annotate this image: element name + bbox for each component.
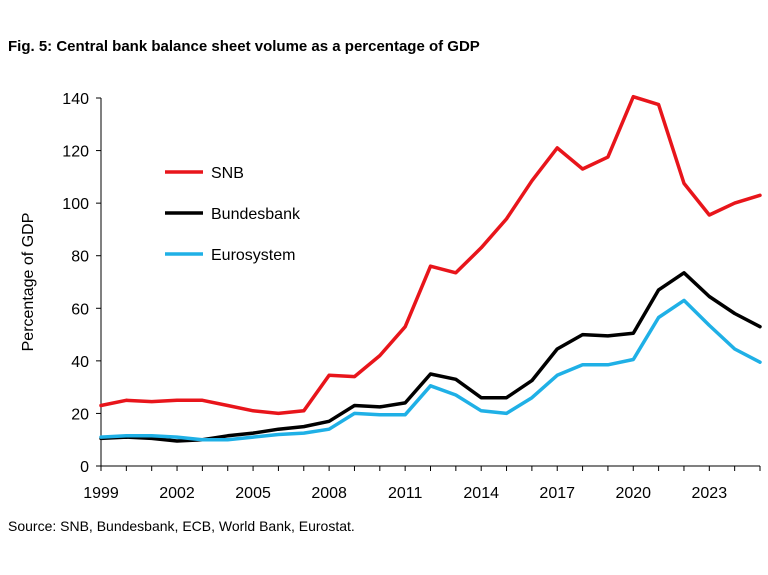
y-tick-label: 40 [71,354,89,371]
axes: 0 20 40 60 80 100 120 140 1999 2002 2005 2008 2011 20… [62,91,761,502]
y-tick-label: 100 [62,196,89,213]
y-tick-label: 140 [62,91,89,108]
legend: SNB Bundesbank Eurosystem [165,165,301,264]
x-tick-label: 2023 [692,485,728,502]
chart-title: Fig. 5: Central bank balance sheet volum… [8,38,480,55]
x-tick-label: 2014 [463,485,499,502]
series-line-eurosystem [99,298,762,442]
legend-label-bundesbank: Bundesbank [211,206,301,223]
x-tick-label: 2008 [311,485,347,502]
y-tick-label: 20 [71,406,89,423]
y-tick-label: 0 [80,459,89,476]
y-tick-label: 120 [62,144,89,161]
x-tick-label: 1999 [83,485,119,502]
x-tick-label: 2020 [615,485,651,502]
y-tick-label: 80 [71,249,89,266]
series-line-snb [99,94,762,416]
series-line-bundesbank [99,271,762,443]
legend-label-snb: SNB [211,165,244,182]
x-tick-label: 2005 [235,485,271,502]
x-tick-label: 2017 [539,485,575,502]
y-axis-label: Percentage of GDP [20,213,37,352]
x-tick-label: 2002 [159,485,195,502]
legend-label-eurosystem: Eurosystem [211,247,295,264]
x-tick-label: 2011 [388,485,423,502]
series-lines [99,94,762,443]
y-tick-label: 60 [71,301,89,318]
source-note: Source: SNB, Bundesbank, ECB, World Bank… [8,518,355,534]
